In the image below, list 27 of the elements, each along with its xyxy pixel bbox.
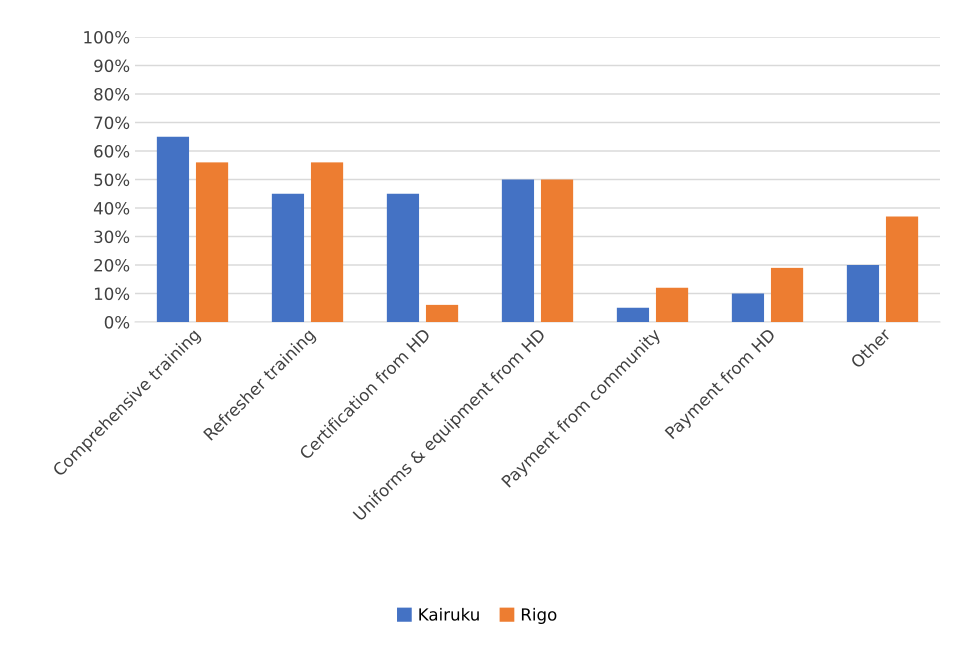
bar bbox=[656, 288, 688, 322]
bar bbox=[540, 180, 574, 322]
bar bbox=[386, 194, 420, 322]
y-tick-label: 90% bbox=[94, 59, 130, 72]
bar bbox=[616, 308, 650, 322]
y-tick-label: 50% bbox=[94, 173, 130, 186]
bar bbox=[732, 294, 764, 322]
y-tick-label: 70% bbox=[94, 116, 130, 130]
y-tick-label: 100% bbox=[84, 30, 130, 44]
bar bbox=[770, 268, 804, 322]
y-tick-label: 0% bbox=[104, 316, 130, 329]
y-tick-label: 80% bbox=[94, 88, 130, 101]
y-tick-label: 10% bbox=[94, 287, 130, 300]
bar bbox=[502, 180, 534, 322]
bar bbox=[196, 162, 228, 322]
bar bbox=[272, 194, 304, 322]
bar bbox=[846, 265, 880, 322]
legend-label: Rigo bbox=[522, 608, 556, 624]
legend-label: Kairuku bbox=[419, 608, 479, 621]
y-tick-label: 30% bbox=[94, 230, 130, 244]
y-tick-label: 40% bbox=[94, 202, 130, 215]
y-tick-label: 20% bbox=[94, 258, 130, 272]
bar bbox=[426, 304, 458, 322]
bar bbox=[156, 136, 190, 322]
bar bbox=[886, 216, 918, 322]
y-tick-label: 60% bbox=[94, 144, 130, 158]
bar bbox=[310, 162, 344, 322]
